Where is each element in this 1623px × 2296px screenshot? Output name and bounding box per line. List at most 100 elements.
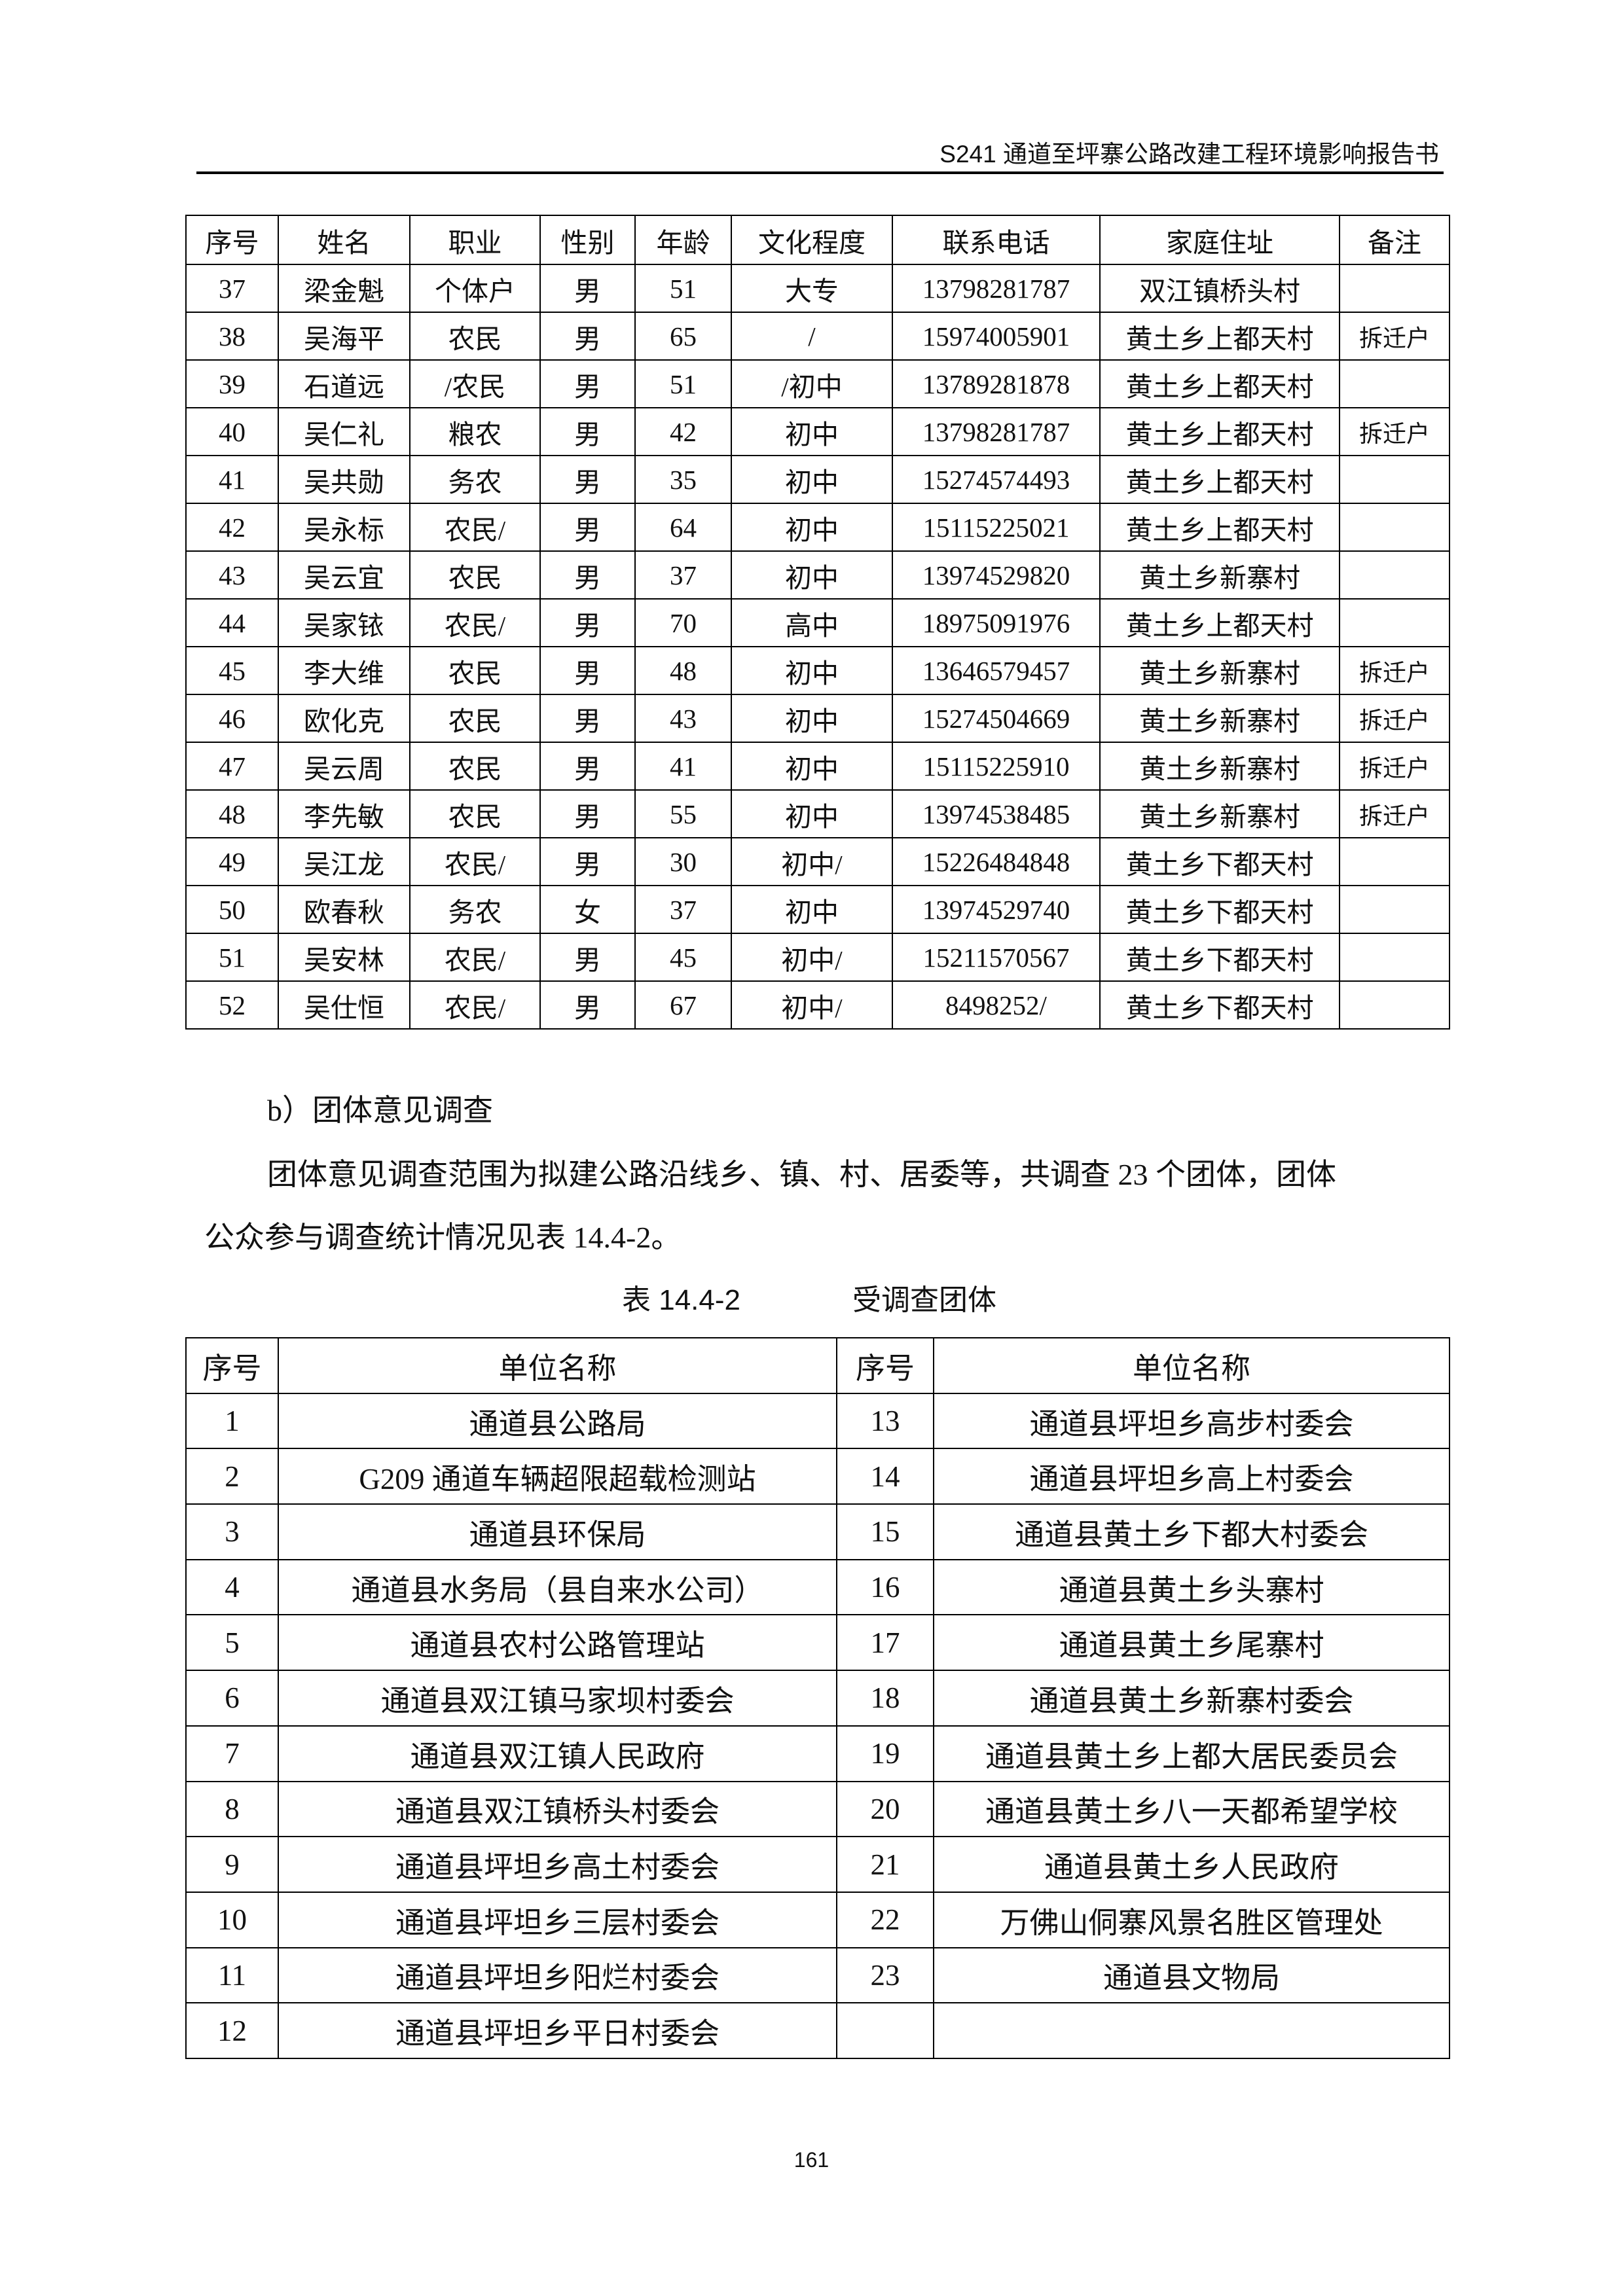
table-cell: 黄土乡上都天村 [1099,407,1340,456]
table-cell: 41 [634,742,732,791]
table-cell: 通道县水务局（县自来水公司） [278,1558,837,1616]
table-cell: 农民/ [409,598,541,647]
column-header: 联系电话 [892,215,1101,265]
table-cell: 梁金魁 [278,264,410,313]
table-row: 38 吴海平 农民男 65/15974005901 黄土乡上都天村 拆迁户 [185,312,1450,361]
table-cell: 64 [634,503,732,552]
table-cell: 通道县坪坦乡高步村委会 [933,1392,1450,1450]
table-cell: 15974005901 [892,312,1101,361]
table-cell: 48 [634,646,732,695]
table-cell: 41 [185,455,279,504]
table-cell: 通道县坪坦乡三层村委会 [278,1891,837,1948]
table-cell: 初中 [731,742,893,791]
table-cell: 吴仕恒 [278,980,410,1030]
table-cell: 黄土乡上都天村 [1099,598,1340,647]
table-cell: 初中 [731,503,893,552]
table-cell: 黄土乡新寨村 [1099,646,1340,695]
table-cell: 15115225910 [892,742,1101,791]
table-row: 2 G209 通道车辆超限超载检测站 14 通道县坪坦乡高上村委会 [185,1448,1450,1505]
table-cell: 15274574493 [892,455,1101,504]
table-cell: 男 [539,742,636,791]
table-row: 48 李先敏 农民男 55 初中 13974538485 黄土乡新寨村 拆迁户 [185,789,1450,838]
column-header: 职业 [409,215,541,265]
table-cell: 67 [634,980,732,1030]
table-cell: 15226484848 [892,837,1101,886]
table-cell [836,2002,934,2059]
table-cell: 通道县双江镇桥头村委会 [278,1780,837,1838]
table-cell: 黄土乡新寨村 [1099,742,1340,791]
table-cell: 吴江龙 [278,837,410,886]
table-cell: 通道县坪坦乡高上村委会 [933,1448,1450,1505]
table-cell: 17 [836,1614,934,1672]
table-cell: 农民/ [409,837,541,886]
table-cell [1339,980,1450,1030]
running-header: S241 通道至坪寨公路改建工程环境影响报告书 [939,141,1439,168]
table-cell: 46 [185,694,279,743]
table-cell: 黄土乡上都天村 [1099,503,1340,552]
table-cell: 农民 [409,789,541,838]
table-cell: 拆迁户 [1339,694,1450,743]
table-row: 3 通道县环保局 15 通道县黄土乡下都大村委会 [185,1503,1450,1560]
table-cell: 高中 [731,598,893,647]
table-cell: 吴云周 [278,742,410,791]
page-number: 161 [793,2148,830,2172]
table-cell: 42 [634,407,732,456]
table-cell [1339,837,1450,886]
table-cell [1339,359,1450,408]
table-cell: G209 通道车辆超限超载检测站 [278,1448,837,1505]
table-cell: 农民 [409,694,541,743]
table-cell: 黄土乡下都天村 [1099,980,1340,1030]
column-header: 单位名称 [933,1337,1450,1394]
table-header-row: 序号 姓名 职业 性别 年龄 文化程度 联系电话 家庭住址 备注 [185,215,1450,265]
table-cell: 初中/ [731,837,893,886]
table-cell: 通道县坪坦乡平日村委会 [278,2002,837,2059]
table-cell: 通道县黄土乡人民政府 [933,1836,1450,1893]
table-row: 51 吴安林 农民/男 45 初中/15211570567 黄土乡下都天村 [185,933,1450,982]
table-cell: 欧化克 [278,694,410,743]
column-header: 年龄 [634,215,732,265]
table-cell: 47 [185,742,279,791]
table-row: 4 通道县水务局（县自来水公司） 16 通道县黄土乡头寨村 [185,1558,1450,1616]
table-cell: 大专 [731,264,893,313]
table-cell: 男 [539,694,636,743]
table-row: 6 通道县双江镇马家坝村委会 18 通道县黄土乡新寨村委会 [185,1670,1450,1727]
table-cell: 吴安林 [278,933,410,982]
respondents-table: 序号 姓名 职业 性别 年龄 文化程度 联系电话 家庭住址 备注 37 梁金魁 个体户男 51 大专 137… [185,215,1450,1030]
table-cell: 4 [185,1558,279,1616]
table-cell: 6 [185,1670,279,1727]
table-row: 41 吴共勋 务农男 35 初中 15274574493 黄土乡上都天村 [185,455,1450,504]
table-cell: 农民 [409,742,541,791]
table-cell: 40 [185,407,279,456]
table-cell: /初中 [731,359,893,408]
table-cell: 初中 [731,885,893,934]
table-cell: 初中 [731,455,893,504]
table-cell: 15274504669 [892,694,1101,743]
table-cell: 10 [185,1891,279,1948]
table-row: 47 吴云周 农民男 41 初中 15115225910 黄土乡新寨村 拆迁户 [185,742,1450,791]
table-cell: 通道县双江镇马家坝村委会 [278,1670,837,1727]
table-cell: 30 [634,837,732,886]
table-cell: 15 [836,1503,934,1560]
table-cell: 43 [634,694,732,743]
table-cell: 8 [185,1780,279,1838]
paragraph-line-1: 团体意见调查范围为拟建公路沿线乡、镇、村、居委等，共调查 23 个团体，团体 [267,1158,1336,1191]
table-cell: 初中 [731,407,893,456]
table-cell: 粮农 [409,407,541,456]
table-cell: 70 [634,598,732,647]
table-cell: 51 [634,264,732,313]
table-cell [1339,598,1450,647]
table-cell: 农民/ [409,980,541,1030]
table-cell: 吴永标 [278,503,410,552]
table-cell: 拆迁户 [1339,742,1450,791]
table-cell: 2 [185,1448,279,1505]
table-row: 9 通道县坪坦乡高土村委会 21 通道县黄土乡人民政府 [185,1836,1450,1893]
table-cell: 37 [634,550,732,600]
table-cell: 19 [836,1725,934,1782]
table-cell: 拆迁户 [1339,789,1450,838]
table-cell: 51 [634,359,732,408]
table-cell: 51 [185,933,279,982]
table-cell: 45 [634,933,732,982]
table-cell: 黄土乡新寨村 [1099,550,1340,600]
table-row: 39 石道远/农民男 51/初中 13789281878 黄土乡上都天村 [185,359,1450,408]
table-cell: 初中/ [731,980,893,1030]
